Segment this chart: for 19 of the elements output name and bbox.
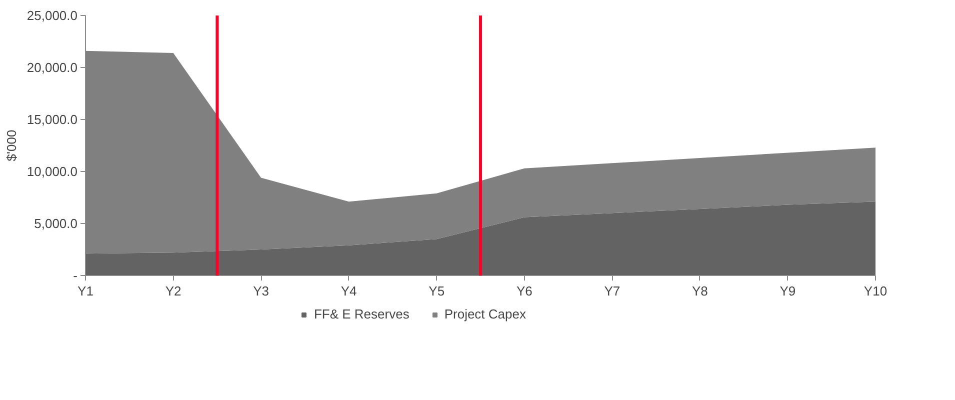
x-tick-label: Y10 bbox=[864, 284, 888, 298]
x-tick-label: Y8 bbox=[692, 284, 708, 298]
y-tick-label: 15,000.0 bbox=[26, 112, 78, 127]
x-tick-label: Y7 bbox=[604, 284, 620, 298]
x-tick-label: Y3 bbox=[253, 284, 270, 298]
y-axis-title: $'000 bbox=[4, 130, 19, 162]
y-tick-label: 5,000.0 bbox=[34, 216, 78, 231]
legend-label: Project Capex bbox=[444, 306, 526, 322]
y-tick-label: 10,000.0 bbox=[26, 164, 78, 179]
y-tick-label: 20,000.0 bbox=[26, 60, 78, 75]
x-tick-label: Y9 bbox=[780, 284, 796, 298]
y-tick-label: 25,000.0 bbox=[26, 8, 78, 23]
x-tick-label: Y4 bbox=[340, 284, 357, 298]
legend-label: FF& E Reserves bbox=[314, 306, 410, 322]
x-tick-label: Y1 bbox=[78, 284, 94, 298]
y-tick-label: - bbox=[73, 268, 78, 283]
x-tick-label: Y5 bbox=[428, 284, 445, 298]
x-tick-label: Y2 bbox=[165, 284, 182, 298]
x-tick-label: Y6 bbox=[516, 284, 532, 298]
